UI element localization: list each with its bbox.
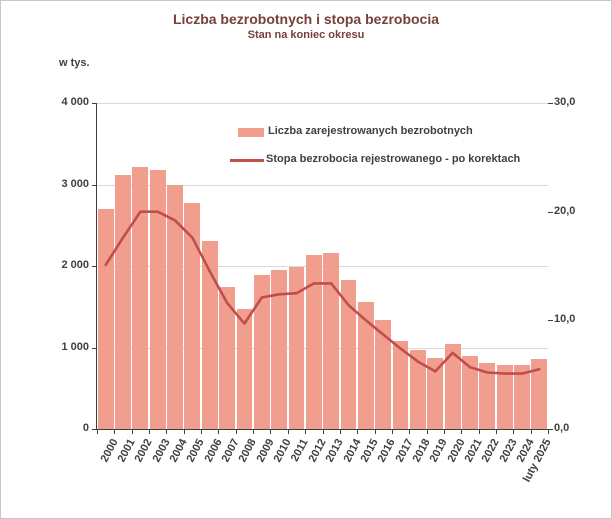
bottom-axis-tick bbox=[461, 429, 463, 434]
bottom-axis-tick bbox=[201, 429, 203, 434]
right-axis-tick-label: 10,0 bbox=[554, 313, 576, 326]
left-axis-tick bbox=[92, 266, 97, 267]
gridline bbox=[97, 103, 548, 104]
right-axis-tick-label: 0,0 bbox=[554, 422, 570, 434]
right-axis-tick bbox=[548, 211, 553, 213]
bar-2001 bbox=[115, 175, 131, 429]
bar-2002 bbox=[132, 166, 149, 429]
bottom-axis-tick bbox=[131, 429, 133, 434]
gridline bbox=[97, 347, 548, 349]
bottom-axis-tick bbox=[183, 429, 185, 434]
left-axis-tick bbox=[92, 347, 97, 349]
left-axis-tick-label: 4 000 bbox=[61, 96, 89, 108]
x-axis-label-2006: 2006 bbox=[202, 437, 225, 465]
bar-2018 bbox=[409, 350, 426, 429]
bottom-axis-tick bbox=[97, 429, 98, 434]
unemployment-rate-line bbox=[104, 210, 541, 375]
bar-2008 bbox=[236, 308, 253, 429]
left-axis-tick-label: 1 000 bbox=[61, 340, 89, 353]
bar-2003 bbox=[149, 170, 166, 429]
bottom-axis-tick bbox=[357, 429, 359, 434]
chart-title: Liczba bezrobotnych i stopa bezrobocia bbox=[172, 11, 440, 27]
bar-2012 bbox=[305, 254, 322, 429]
bar-2019 bbox=[427, 358, 444, 429]
bottom-axis-tick bbox=[426, 429, 428, 434]
bottom-axis-tick bbox=[305, 429, 307, 434]
bar-2023 bbox=[496, 364, 513, 429]
bottom-axis-tick bbox=[495, 429, 497, 434]
bottom-axis-tick bbox=[218, 429, 220, 434]
bar-luty-2025 bbox=[531, 359, 548, 429]
right-axis-tick-label: 20,0 bbox=[554, 204, 576, 217]
bottom-axis-tick bbox=[530, 429, 532, 434]
bar-2000 bbox=[97, 208, 114, 429]
bar-2021 bbox=[462, 356, 478, 429]
left-axis-tick bbox=[92, 429, 97, 430]
bar-2014 bbox=[340, 280, 357, 429]
bar-2005 bbox=[184, 203, 201, 429]
bottom-axis-tick bbox=[548, 429, 549, 434]
plot-area bbox=[97, 103, 548, 429]
gridline bbox=[97, 184, 548, 186]
bar-2006 bbox=[201, 240, 218, 429]
bar-2007 bbox=[219, 286, 236, 429]
legend-line-label: Stopa bezrobocia rejestrowanego - po kor… bbox=[266, 153, 521, 165]
bar-2013 bbox=[323, 253, 340, 429]
x-axis-label-2000: 2000 bbox=[98, 437, 121, 465]
chart-subtitle: Stan na koniec okresu bbox=[247, 29, 365, 41]
bottom-axis-tick bbox=[322, 429, 324, 434]
left-axis-tick bbox=[92, 184, 97, 186]
left-axis-unit-label: w tys. bbox=[59, 57, 90, 69]
right-axis-tick bbox=[548, 320, 553, 322]
right-axis-tick-label: 30,0 bbox=[554, 96, 576, 108]
bottom-axis-tick bbox=[166, 429, 168, 434]
bottom-axis-tick bbox=[391, 429, 393, 434]
bar-2010 bbox=[271, 269, 288, 429]
bottom-axis-tick bbox=[339, 429, 341, 434]
left-axis-tick-label: 0 bbox=[82, 422, 89, 434]
legend-line-swatch bbox=[230, 159, 264, 162]
bottom-axis-tick bbox=[114, 429, 116, 434]
bar-2004 bbox=[167, 184, 183, 429]
legend-bar-label: Liczba zarejestrowanych bezrobotnych bbox=[268, 125, 473, 137]
right-axis-tick bbox=[548, 103, 553, 104]
bottom-axis-tick bbox=[149, 429, 151, 434]
bottom-axis-tick bbox=[478, 429, 480, 434]
bar-2015 bbox=[357, 301, 374, 429]
bottom-axis-tick bbox=[235, 429, 237, 434]
bottom-axis-tick bbox=[287, 429, 289, 434]
left-axis-tick-label: 2 000 bbox=[61, 259, 89, 271]
x-axis-label-2012: 2012 bbox=[306, 437, 329, 465]
x-axis-label-2009: 2009 bbox=[254, 437, 277, 465]
bottom-axis-tick bbox=[513, 429, 515, 434]
left-axis-tick-label: 3 000 bbox=[61, 177, 89, 190]
bar-2020 bbox=[444, 343, 461, 429]
bottom-axis-tick bbox=[253, 429, 255, 434]
bottom-axis-tick bbox=[270, 429, 272, 434]
bottom-axis-tick bbox=[374, 429, 376, 434]
bar-2024 bbox=[514, 365, 530, 429]
legend-bar-swatch bbox=[238, 128, 264, 137]
bar-2022 bbox=[479, 362, 496, 429]
bottom-axis-tick bbox=[443, 429, 445, 434]
gridline bbox=[97, 266, 548, 267]
bottom-axis-tick bbox=[409, 429, 411, 434]
bar-2017 bbox=[392, 340, 409, 429]
bar-2011 bbox=[288, 267, 305, 429]
left-axis-tick bbox=[92, 103, 97, 104]
bar-2016 bbox=[375, 320, 392, 429]
bar-2009 bbox=[253, 274, 270, 429]
right-axis-tick bbox=[548, 429, 553, 430]
